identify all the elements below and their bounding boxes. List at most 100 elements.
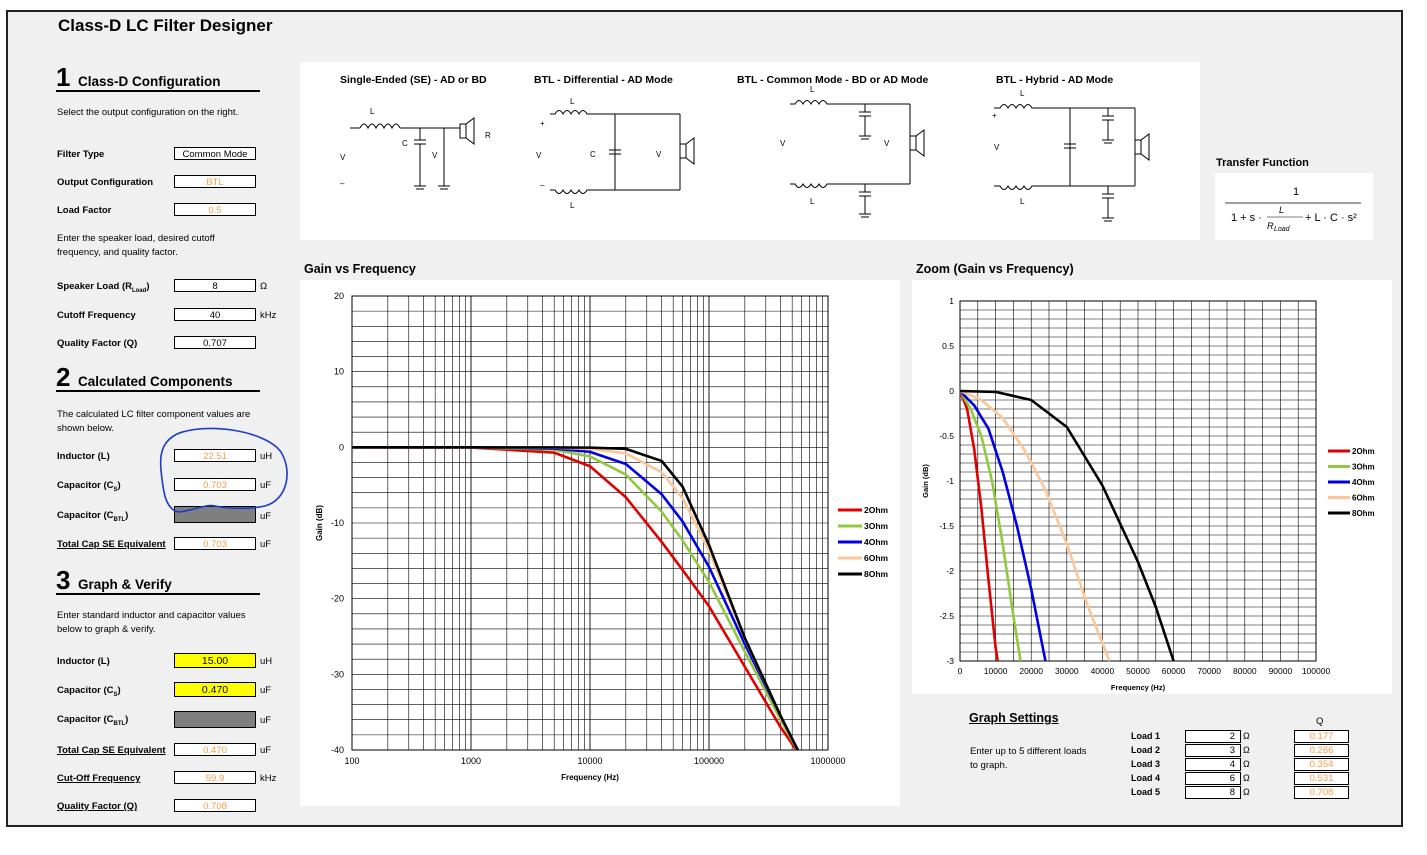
load-q-field: 0.354 bbox=[1294, 758, 1349, 771]
legend-label: 4Ohm bbox=[864, 537, 889, 547]
speaker-load-unit: Ω bbox=[260, 281, 268, 292]
svg-text:Load: Load bbox=[1274, 226, 1291, 233]
load-label: Load 2 bbox=[1131, 745, 1161, 755]
series-line bbox=[352, 446, 800, 750]
load-factor-label: Load Factor bbox=[57, 205, 112, 216]
load-input[interactable]: 8 bbox=[1185, 786, 1241, 799]
se-circuit: L C V – V R bbox=[340, 107, 491, 190]
verify-total-cap-field: 0.470 bbox=[174, 743, 256, 756]
calc-capacitor-btl-label: Capacitor (CBTL) bbox=[57, 510, 129, 523]
svg-text:L: L bbox=[570, 97, 575, 106]
y-tick-label: -3 bbox=[946, 656, 954, 666]
zoom-chart: 1 0.5 0 -0.5 -1 -1.5 -2 -2.5 -3 0 10000 20000 30000 4… bbox=[921, 296, 1375, 692]
speaker-load-input[interactable]: 8 bbox=[174, 279, 256, 292]
section-2-title: Calculated Components bbox=[78, 374, 233, 389]
verify-capacitor-btl-input[interactable] bbox=[174, 711, 256, 728]
page-title: Class-D LC Filter Designer bbox=[58, 16, 273, 35]
x-axis-label: Frequency (Hz) bbox=[1111, 683, 1166, 692]
load-input[interactable]: 3 bbox=[1185, 744, 1241, 757]
svg-text:L: L bbox=[370, 107, 375, 116]
series-line bbox=[352, 446, 800, 750]
svg-text:L: L bbox=[810, 85, 815, 94]
load-q-field: 0.531 bbox=[1294, 772, 1349, 785]
y-tick-label: -2 bbox=[946, 566, 954, 576]
x-axis-label: Frequency (Hz) bbox=[561, 773, 619, 782]
load-unit: Ω bbox=[1243, 731, 1250, 741]
load-q-field: 0.266 bbox=[1294, 744, 1349, 757]
load-input[interactable]: 6 bbox=[1185, 772, 1241, 785]
x-tick-label: 70000 bbox=[1197, 666, 1221, 676]
y-tick-label: -1.5 bbox=[939, 521, 954, 531]
legend-label: 8Ohm bbox=[864, 569, 889, 579]
svg-text:+ L · C · s²: + L · C · s² bbox=[1305, 212, 1357, 224]
legend-label: 3Ohm bbox=[1352, 463, 1375, 472]
x-tick-label: 30000 bbox=[1055, 666, 1079, 676]
svg-text:V: V bbox=[656, 150, 662, 159]
y-tick-label: -30 bbox=[331, 669, 344, 679]
load-unit: Ω bbox=[1243, 759, 1250, 769]
section-1-title: Class-D Configuration bbox=[78, 74, 221, 89]
x-tick-label: 0 bbox=[958, 666, 963, 676]
legend-label: 8Ohm bbox=[1352, 509, 1375, 518]
svg-text:V: V bbox=[994, 143, 1000, 152]
y-tick-label: -1 bbox=[946, 476, 954, 486]
x-tick-label: 40000 bbox=[1091, 666, 1115, 676]
verify-total-cap-label: Total Cap SE Equivalent bbox=[57, 745, 166, 756]
output-config-label: Output Configuration bbox=[57, 177, 154, 188]
quality-factor-label: Quality Factor (Q) bbox=[57, 338, 138, 349]
calc-inductor-field: 22.51 bbox=[174, 449, 256, 462]
series-line bbox=[352, 446, 800, 750]
svg-text:1 + s ·: 1 + s · bbox=[1231, 212, 1262, 224]
load-input[interactable]: 4 bbox=[1185, 758, 1241, 771]
svg-text:L: L bbox=[1020, 197, 1025, 206]
verify-capacitor-input[interactable]: 0.470 bbox=[174, 682, 256, 697]
x-tick-label: 20000 bbox=[1019, 666, 1043, 676]
x-tick-label: 50000 bbox=[1126, 666, 1150, 676]
section-3-note: Enter standard inductor and capacitor va… bbox=[57, 610, 246, 635]
x-tick-label: 80000 bbox=[1233, 666, 1257, 676]
filter-type-select[interactable]: Common Mode bbox=[174, 147, 256, 160]
calc-capacitor-label: Capacitor (CS) bbox=[57, 480, 121, 493]
verify-inductor-label: Inductor (L) bbox=[57, 656, 110, 667]
y-tick-label: -20 bbox=[331, 594, 344, 604]
section-1-note-2: Enter the speaker load, desired cutoff f… bbox=[57, 233, 215, 258]
legend-label: 4Ohm bbox=[1352, 478, 1375, 487]
y-tick-label: 20 bbox=[334, 291, 344, 301]
transfer-function-box: 1 1 + s · L R Load + L · C · s² bbox=[1215, 173, 1373, 240]
x-tick-label: 10000 bbox=[984, 666, 1008, 676]
zoom-chart-title: Zoom (Gain vs Frequency) bbox=[916, 262, 1074, 276]
verify-q-label: Quality Factor (Q) bbox=[57, 801, 138, 812]
load-label: Load 5 bbox=[1131, 787, 1161, 797]
y-tick-label: -2.5 bbox=[939, 611, 954, 621]
quality-factor-input[interactable]: 0.707 bbox=[174, 336, 256, 349]
load-q-field: 0.708 bbox=[1294, 786, 1349, 799]
series-line bbox=[960, 390, 1022, 661]
verify-capacitor-btl-unit: uF bbox=[260, 715, 272, 726]
svg-text:L: L bbox=[570, 201, 575, 210]
verify-q-field: 0.708 bbox=[174, 799, 256, 812]
load-unit: Ω bbox=[1243, 787, 1250, 797]
verify-inductor-input[interactable]: 15.00 bbox=[174, 653, 256, 668]
schematic-hybrid-title: BTL - Hybrid - AD Mode bbox=[996, 74, 1114, 86]
section-2-header: 2 Calculated Components bbox=[56, 362, 260, 392]
x-tick-label: 60000 bbox=[1162, 666, 1186, 676]
legend-label: 6Ohm bbox=[1352, 494, 1375, 503]
svg-text:1: 1 bbox=[1293, 186, 1299, 198]
section-1-note: Select the output configuration on the r… bbox=[57, 107, 239, 118]
cutoff-frequency-input[interactable]: 40 bbox=[174, 308, 256, 321]
cutoff-frequency-label: Cutoff Frequency bbox=[57, 310, 136, 321]
svg-text:L: L bbox=[810, 197, 815, 206]
plot-area bbox=[959, 300, 1317, 662]
series-line bbox=[960, 390, 1000, 661]
q-column-header: Q bbox=[1316, 716, 1324, 727]
verify-cutoff-field: 59.9 bbox=[174, 771, 256, 784]
series-line bbox=[352, 446, 799, 750]
load-label: Load 1 bbox=[1131, 731, 1161, 741]
load-label: Load 3 bbox=[1131, 759, 1161, 769]
transfer-function-formula: 1 1 + s · L R Load + L · C · s² bbox=[1225, 186, 1361, 233]
section-1-header: 1 Class-D Configuration bbox=[56, 62, 260, 92]
load-input[interactable]: 2 bbox=[1185, 730, 1241, 743]
calc-capacitor-btl-unit: uF bbox=[260, 511, 272, 522]
output-config-field: BTL bbox=[174, 175, 256, 188]
